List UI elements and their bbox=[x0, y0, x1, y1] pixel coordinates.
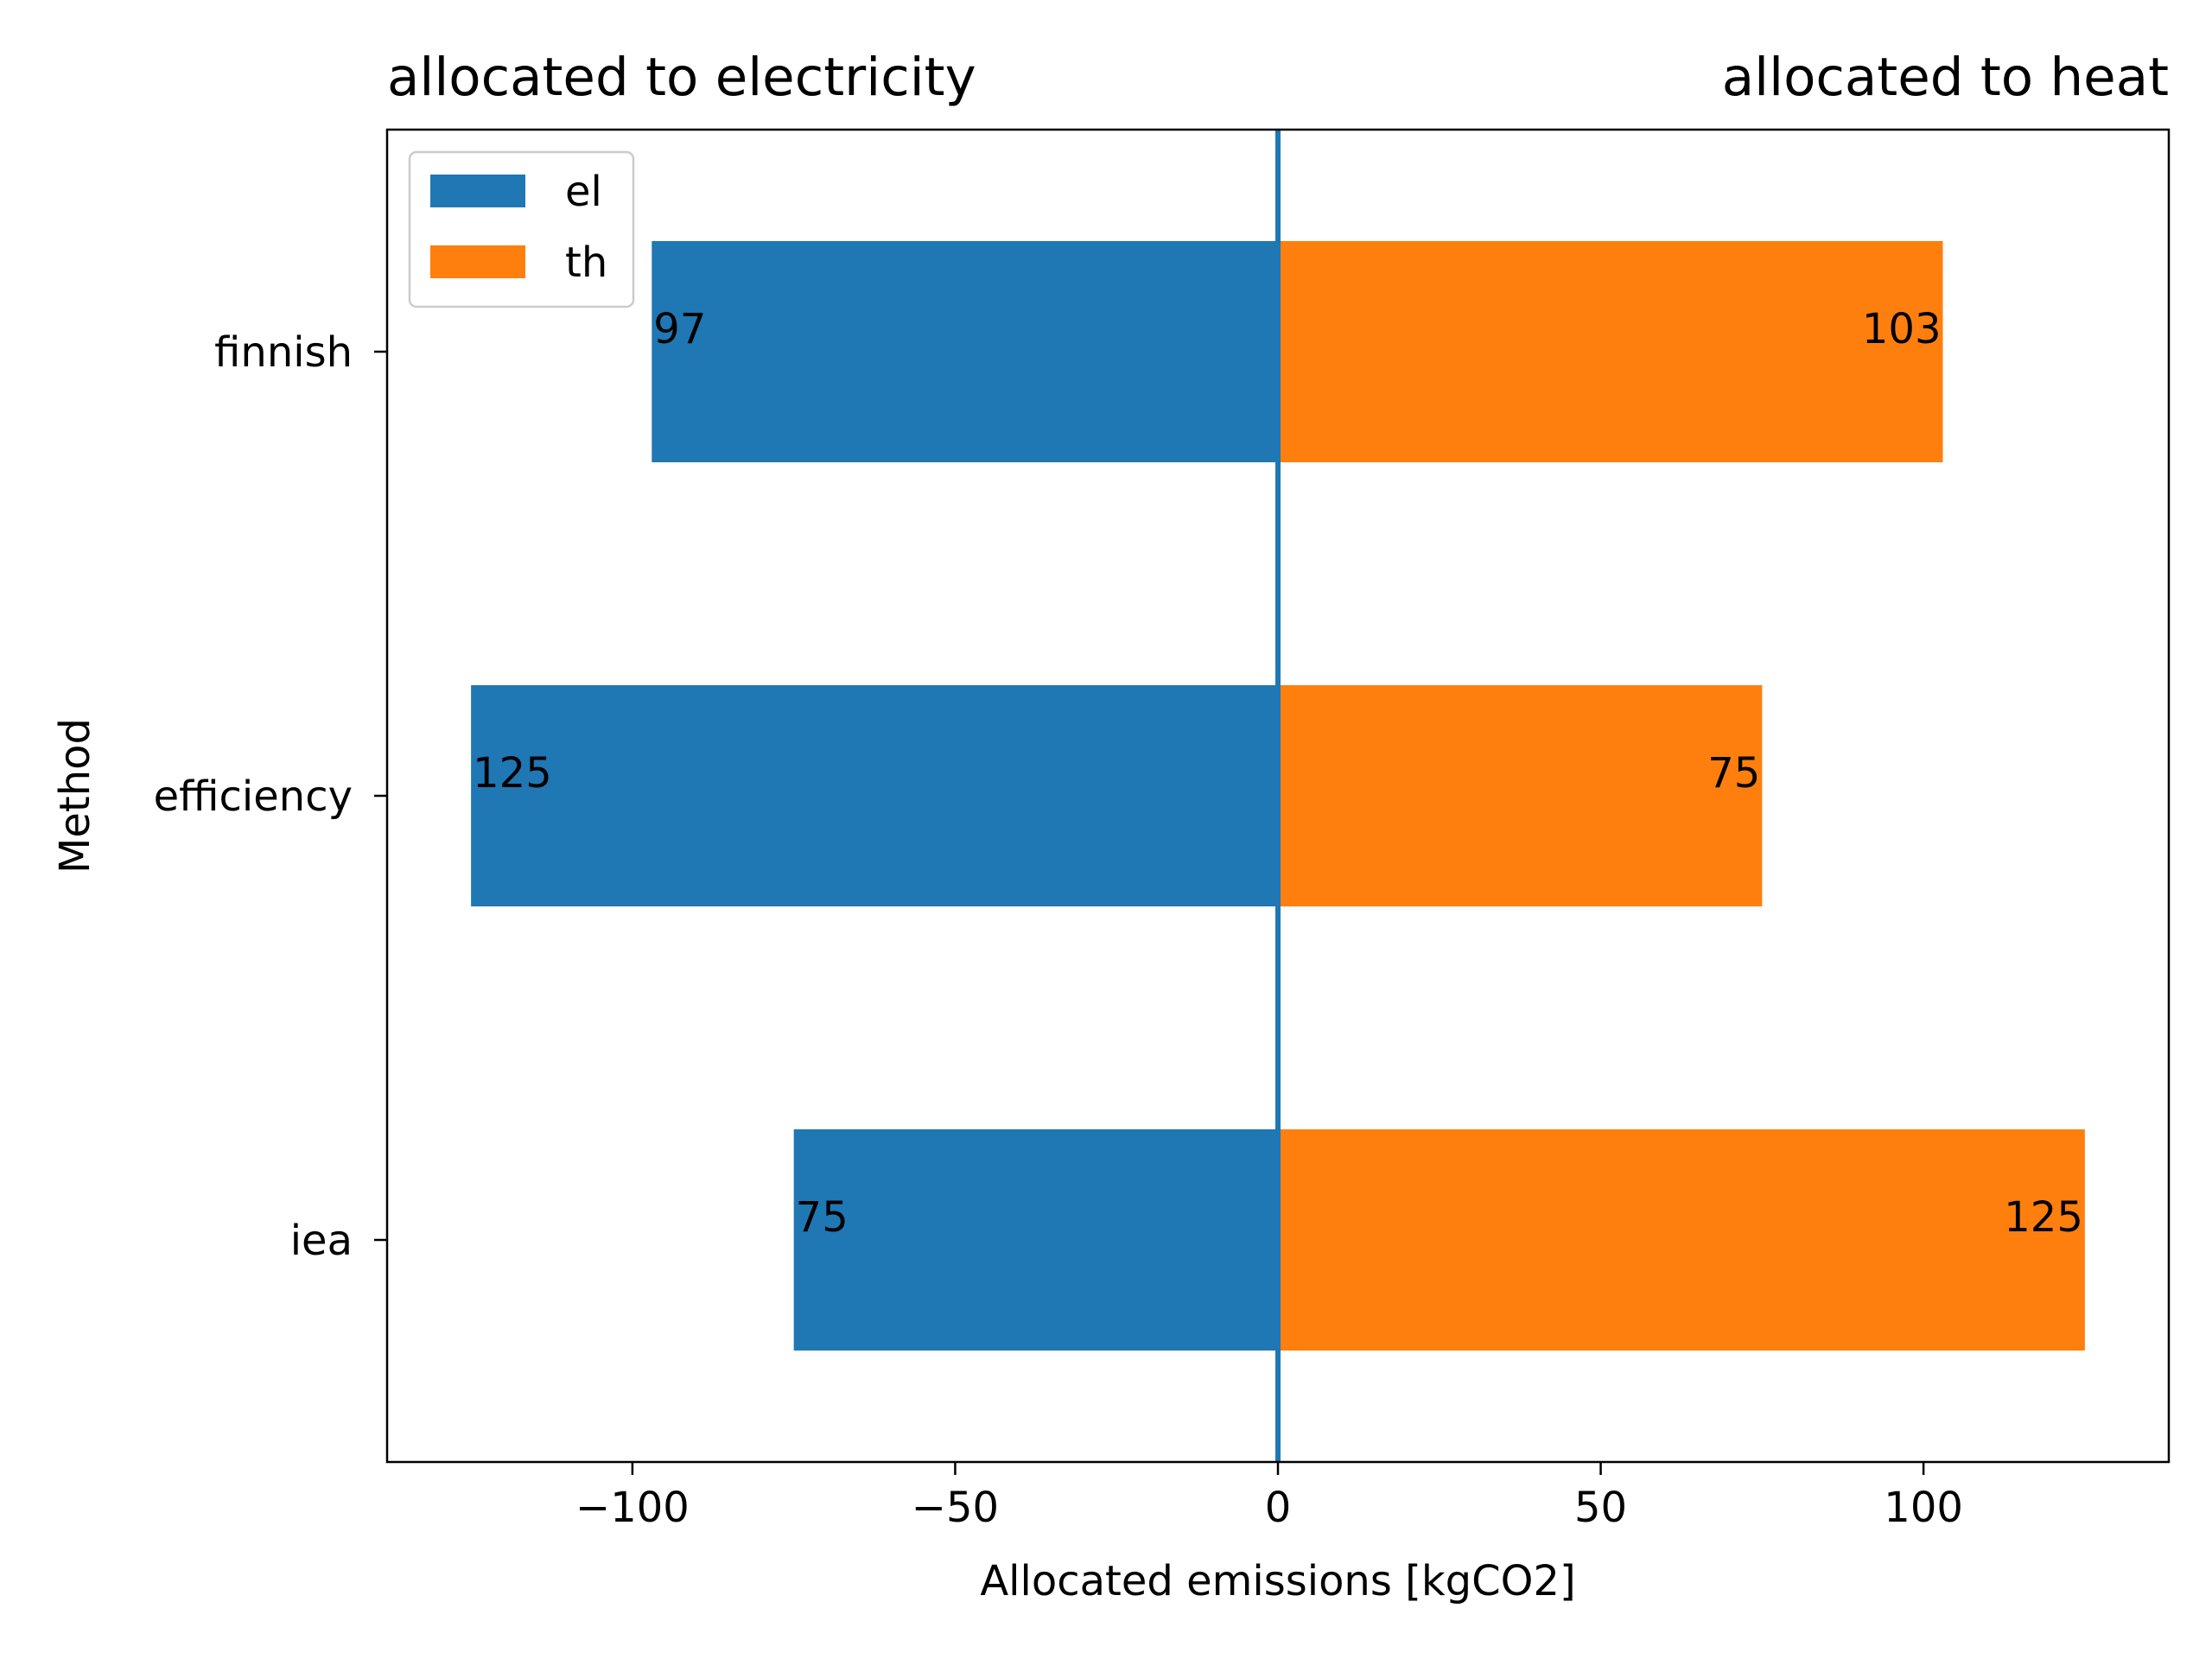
y-tick-label-iea: iea bbox=[290, 1217, 353, 1265]
bar-th-finnish bbox=[1278, 241, 1943, 462]
x-tick-label: −50 bbox=[912, 1484, 999, 1532]
y-axis-ticks: finnish efficiency iea bbox=[154, 328, 387, 1265]
data-label-th-finnish: 103 bbox=[1862, 305, 1942, 353]
bar-el-efficiency bbox=[471, 685, 1278, 906]
y-axis-label: Method bbox=[51, 718, 99, 874]
data-label-el-efficiency: 125 bbox=[473, 749, 552, 798]
x-tick-label: −100 bbox=[575, 1484, 690, 1532]
data-label-th-iea: 125 bbox=[2004, 1193, 2083, 1242]
bars-layer bbox=[471, 241, 2085, 1351]
legend-label-el: el bbox=[565, 168, 602, 216]
bar-th-iea bbox=[1278, 1129, 2085, 1351]
data-labels-layer: 97 125 75 103 75 125 bbox=[473, 305, 2083, 1242]
bar-el-finnish bbox=[652, 241, 1278, 462]
data-label-el-iea: 75 bbox=[796, 1193, 849, 1242]
data-label-th-efficiency: 75 bbox=[1707, 749, 1760, 798]
y-tick-label-finnish: finnish bbox=[214, 328, 353, 377]
y-tick-label-efficiency: efficiency bbox=[154, 772, 353, 821]
legend-swatch-th bbox=[430, 245, 525, 278]
legend: el th bbox=[408, 150, 635, 308]
x-axis-ticks: −100 −50 0 50 100 bbox=[575, 1462, 1963, 1532]
bar-th-efficiency bbox=[1278, 685, 1763, 906]
chart-title-right: allocated to heat bbox=[1722, 47, 2169, 108]
legend-swatch-el bbox=[430, 175, 525, 207]
x-tick-label: 0 bbox=[1265, 1484, 1292, 1532]
chart-title-left: allocated to electricity bbox=[387, 47, 976, 108]
x-tick-label: 50 bbox=[1574, 1484, 1627, 1532]
bar-el-iea bbox=[793, 1129, 1278, 1351]
x-axis-label: Allocated emissions [kgCO2] bbox=[980, 1557, 1575, 1605]
legend-label-th: th bbox=[565, 238, 607, 287]
x-tick-label: 100 bbox=[1884, 1484, 1963, 1532]
data-label-el-finnish: 97 bbox=[653, 305, 706, 353]
